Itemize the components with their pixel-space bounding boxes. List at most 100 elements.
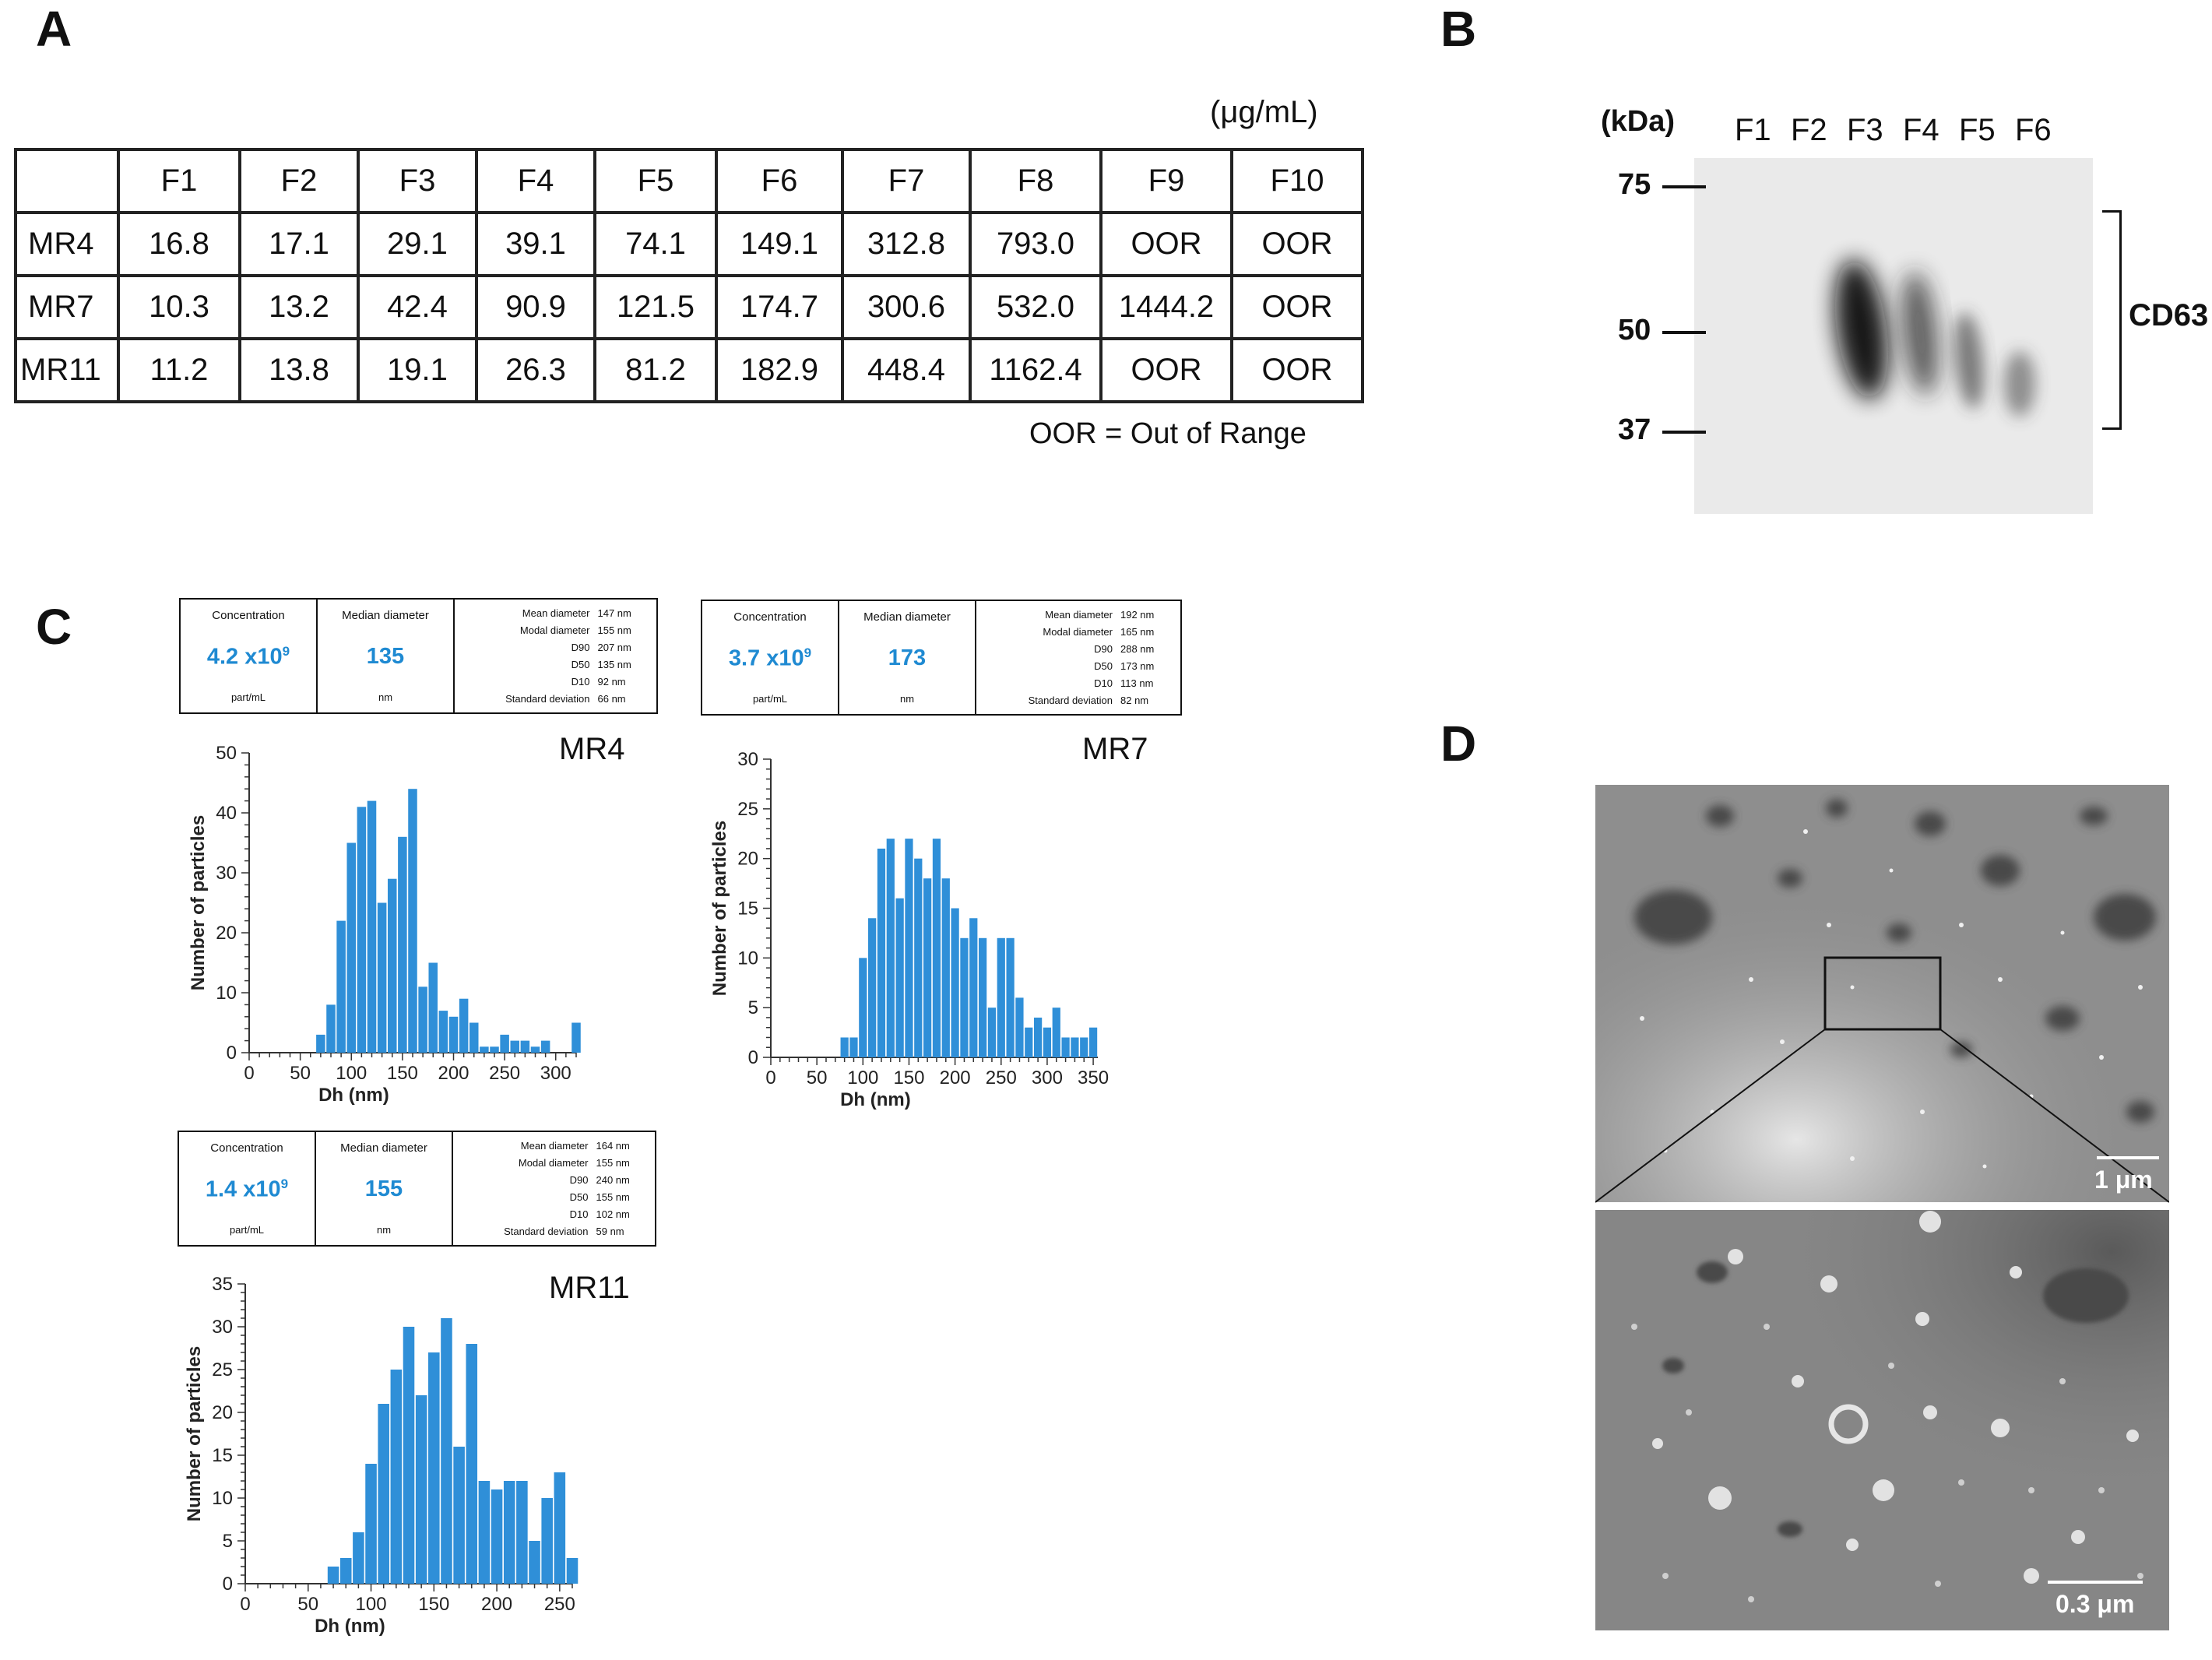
em-image-overview <box>1595 785 2169 1202</box>
histogram-bar <box>932 839 941 1057</box>
stat-value: 147 nm <box>597 607 631 619</box>
y-tick-label: 10 <box>216 983 237 1004</box>
row-label: MR7 <box>14 274 120 340</box>
histogram-bar <box>571 1022 581 1053</box>
median-cell: Median diameter 155 nm <box>316 1132 453 1245</box>
histogram-bar <box>336 920 346 1053</box>
histogram-bar <box>987 1008 997 1057</box>
histogram-bar <box>490 1046 499 1053</box>
x-tick-label: 150 <box>893 1067 924 1088</box>
y-tick-label: 10 <box>212 1488 233 1509</box>
stat-value: 82 nm <box>1120 694 1149 706</box>
histogram-bar <box>339 1558 352 1584</box>
x-tick-label: 250 <box>544 1594 575 1615</box>
table-cell: 149.1 <box>715 211 844 277</box>
histogram-mr4: 0 50 100 150 200 250 300 0 10 20 30 40 50 Dh (nm) Numb… <box>188 743 581 1106</box>
scale-text-top: 1 μm <box>2094 1166 2153 1194</box>
table-header-cell: F7 <box>841 148 972 214</box>
table-cell: 29.1 <box>357 211 478 277</box>
stat-value: 155 nm <box>596 1156 630 1169</box>
row-label: MR4 <box>14 211 120 277</box>
x-tick-label: 350 <box>1078 1067 1109 1088</box>
x-tick-label: 200 <box>438 1063 469 1084</box>
table-cell: 174.7 <box>715 274 844 340</box>
table-header-cell <box>14 148 120 214</box>
scale-bar-top <box>2097 1156 2159 1159</box>
histogram-bar <box>459 998 469 1053</box>
panel-b-letter: B <box>1440 1 1477 57</box>
histogram-title-mr4: MR4 <box>559 732 625 766</box>
stat-value: 155 nm <box>596 1190 630 1203</box>
stat-key: Mean diameter <box>522 607 590 619</box>
x-tick-label: 200 <box>481 1594 512 1615</box>
histogram-bar <box>478 1481 491 1584</box>
histogram-bar <box>428 962 438 1053</box>
histogram-bar <box>357 807 367 1053</box>
x-axis-label: Dh (nm) <box>318 1085 389 1106</box>
cd63-bracket <box>2102 210 2122 430</box>
table-cell: 13.8 <box>238 337 360 403</box>
histogram-bar <box>868 918 877 1057</box>
histogram-bar <box>353 1532 364 1584</box>
x-tick-label: 0 <box>244 1063 254 1084</box>
marker-tick <box>1662 431 1706 434</box>
histogram-bar <box>441 1318 452 1584</box>
x-tick-label: 150 <box>387 1063 418 1084</box>
histogram-bar <box>859 958 867 1057</box>
histogram-bar <box>428 1352 440 1584</box>
histogram-bar <box>365 1464 377 1584</box>
histogram-bar <box>500 1034 509 1053</box>
median-cell: Median diameter 173 nm <box>839 601 976 714</box>
histogram-bar <box>346 842 357 1053</box>
histogram-bar <box>1006 937 1015 1057</box>
stat-value: 66 nm <box>597 692 626 705</box>
zoom-region-box <box>1823 956 1942 1031</box>
table-cell: 1444.2 <box>1099 274 1233 340</box>
marker-tick <box>1662 185 1706 188</box>
table-cell: 182.9 <box>715 337 844 403</box>
histogram-bar <box>530 1046 540 1053</box>
stats-list: Mean diameter 164 nm Modal diameter 155 nm… <box>453 1132 653 1245</box>
table-cell: OOR <box>1099 337 1233 403</box>
concentration-value: 4.2 x109 <box>206 643 290 670</box>
histogram-bar <box>398 836 407 1053</box>
stat-key: D90 <box>569 1173 589 1186</box>
stat-value: 192 nm <box>1120 608 1155 621</box>
histogram-bar <box>529 1541 540 1584</box>
y-tick-label: 10 <box>737 948 758 969</box>
x-axis-label: Dh (nm) <box>315 1616 385 1637</box>
stat-value: 155 nm <box>597 624 631 636</box>
panel-a-letter: A <box>36 1 72 57</box>
concentration-cell: Concentration 4.2 x109 part/mL <box>181 600 318 712</box>
histogram-bar <box>510 1040 520 1053</box>
histogram-bar <box>503 1481 515 1584</box>
concentration-unit: part/mL <box>230 691 266 703</box>
histogram-bar <box>566 1558 578 1584</box>
concentration-value: 1.4 x109 <box>205 1176 289 1202</box>
table-cell: OOR <box>1099 211 1233 277</box>
table-cell: 16.8 <box>117 211 241 277</box>
table-header-cell: F6 <box>715 148 844 214</box>
stat-value: 173 nm <box>1120 659 1155 672</box>
stat-key: D50 <box>1094 659 1113 672</box>
zoom-lines <box>1595 1029 2169 1203</box>
histogram-bar <box>877 848 886 1057</box>
y-tick-label: 20 <box>212 1402 233 1423</box>
y-axis-label: Number of particles <box>188 815 209 990</box>
histogram-bar <box>849 1037 858 1057</box>
median-value: 155 <box>364 1176 403 1201</box>
y-tick-label: 0 <box>227 1043 237 1064</box>
row-label: MR11 <box>14 337 120 403</box>
histogram-bar <box>448 1016 459 1053</box>
median-cell: Median diameter 135 nm <box>318 600 455 712</box>
histogram-bar <box>378 1404 389 1584</box>
cd63-label: CD63 <box>2129 298 2209 332</box>
table-cell: 793.0 <box>969 211 1102 277</box>
x-tick-label: 100 <box>847 1067 878 1088</box>
blot-bands <box>1834 259 2035 417</box>
table-cell: 90.9 <box>475 274 596 340</box>
table-cell: 448.4 <box>841 337 972 403</box>
table-unit-label: (μg/mL) <box>1210 95 1318 129</box>
lane-label: F3 <box>1847 113 1883 147</box>
stat-key: D90 <box>1094 642 1113 655</box>
